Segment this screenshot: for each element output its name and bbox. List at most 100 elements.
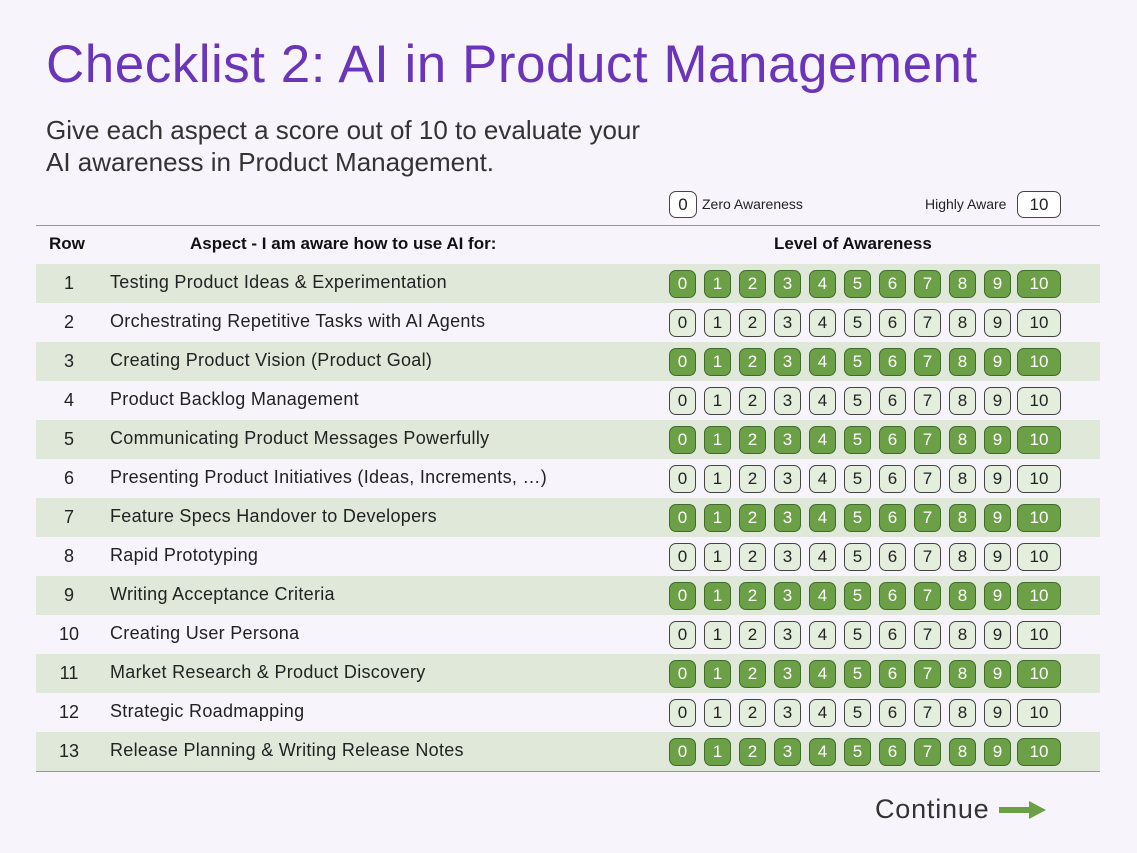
score-button-0[interactable]: 0	[669, 270, 696, 298]
score-button-6[interactable]: 6	[879, 660, 906, 688]
score-button-9[interactable]: 9	[984, 309, 1011, 337]
score-button-5[interactable]: 5	[844, 738, 871, 766]
score-button-5[interactable]: 5	[844, 270, 871, 298]
score-button-6[interactable]: 6	[879, 504, 906, 532]
score-button-8[interactable]: 8	[949, 699, 976, 727]
score-button-8[interactable]: 8	[949, 309, 976, 337]
score-button-1[interactable]: 1	[704, 738, 731, 766]
score-button-3[interactable]: 3	[774, 348, 801, 376]
score-button-4[interactable]: 4	[809, 426, 836, 454]
score-button-0[interactable]: 0	[669, 738, 696, 766]
score-button-1[interactable]: 1	[704, 504, 731, 532]
score-button-8[interactable]: 8	[949, 270, 976, 298]
score-button-5[interactable]: 5	[844, 699, 871, 727]
score-button-0[interactable]: 0	[669, 348, 696, 376]
score-button-8[interactable]: 8	[949, 621, 976, 649]
score-button-6[interactable]: 6	[879, 699, 906, 727]
score-button-5[interactable]: 5	[844, 582, 871, 610]
score-button-8[interactable]: 8	[949, 426, 976, 454]
score-button-2[interactable]: 2	[739, 504, 766, 532]
score-button-3[interactable]: 3	[774, 387, 801, 415]
score-button-7[interactable]: 7	[914, 426, 941, 454]
continue-button[interactable]: Continue	[875, 794, 1047, 825]
score-button-9[interactable]: 9	[984, 270, 1011, 298]
score-button-9[interactable]: 9	[984, 699, 1011, 727]
score-button-6[interactable]: 6	[879, 621, 906, 649]
score-button-3[interactable]: 3	[774, 426, 801, 454]
score-button-8[interactable]: 8	[949, 465, 976, 493]
score-button-5[interactable]: 5	[844, 309, 871, 337]
score-button-1[interactable]: 1	[704, 309, 731, 337]
score-button-10[interactable]: 10	[1017, 387, 1061, 415]
score-button-10[interactable]: 10	[1017, 504, 1061, 532]
score-button-2[interactable]: 2	[739, 660, 766, 688]
score-button-7[interactable]: 7	[914, 543, 941, 571]
score-button-1[interactable]: 1	[704, 426, 731, 454]
score-button-10[interactable]: 10	[1017, 426, 1061, 454]
score-button-8[interactable]: 8	[949, 738, 976, 766]
score-button-9[interactable]: 9	[984, 660, 1011, 688]
score-button-10[interactable]: 10	[1017, 621, 1061, 649]
score-button-6[interactable]: 6	[879, 348, 906, 376]
score-button-7[interactable]: 7	[914, 504, 941, 532]
score-button-8[interactable]: 8	[949, 543, 976, 571]
score-button-1[interactable]: 1	[704, 348, 731, 376]
score-button-10[interactable]: 10	[1017, 543, 1061, 571]
score-button-6[interactable]: 6	[879, 309, 906, 337]
score-button-5[interactable]: 5	[844, 465, 871, 493]
score-button-2[interactable]: 2	[739, 387, 766, 415]
score-button-4[interactable]: 4	[809, 660, 836, 688]
score-button-7[interactable]: 7	[914, 270, 941, 298]
score-button-2[interactable]: 2	[739, 270, 766, 298]
score-button-3[interactable]: 3	[774, 582, 801, 610]
score-button-5[interactable]: 5	[844, 426, 871, 454]
score-button-9[interactable]: 9	[984, 387, 1011, 415]
score-button-0[interactable]: 0	[669, 387, 696, 415]
score-button-2[interactable]: 2	[739, 309, 766, 337]
score-button-1[interactable]: 1	[704, 582, 731, 610]
score-button-0[interactable]: 0	[669, 543, 696, 571]
score-button-6[interactable]: 6	[879, 465, 906, 493]
score-button-1[interactable]: 1	[704, 699, 731, 727]
score-button-1[interactable]: 1	[704, 621, 731, 649]
score-button-2[interactable]: 2	[739, 738, 766, 766]
score-button-4[interactable]: 4	[809, 387, 836, 415]
score-button-0[interactable]: 0	[669, 699, 696, 727]
score-button-6[interactable]: 6	[879, 426, 906, 454]
score-button-6[interactable]: 6	[879, 582, 906, 610]
score-button-5[interactable]: 5	[844, 660, 871, 688]
score-button-0[interactable]: 0	[669, 621, 696, 649]
score-button-0[interactable]: 0	[669, 582, 696, 610]
score-button-9[interactable]: 9	[984, 543, 1011, 571]
score-button-0[interactable]: 0	[669, 465, 696, 493]
score-button-0[interactable]: 0	[669, 426, 696, 454]
score-button-2[interactable]: 2	[739, 543, 766, 571]
score-button-6[interactable]: 6	[879, 738, 906, 766]
score-button-6[interactable]: 6	[879, 270, 906, 298]
score-button-3[interactable]: 3	[774, 699, 801, 727]
score-button-2[interactable]: 2	[739, 426, 766, 454]
score-button-3[interactable]: 3	[774, 660, 801, 688]
score-button-7[interactable]: 7	[914, 387, 941, 415]
score-button-4[interactable]: 4	[809, 738, 836, 766]
score-button-9[interactable]: 9	[984, 621, 1011, 649]
score-button-2[interactable]: 2	[739, 348, 766, 376]
score-button-8[interactable]: 8	[949, 582, 976, 610]
score-button-4[interactable]: 4	[809, 465, 836, 493]
score-button-10[interactable]: 10	[1017, 582, 1061, 610]
score-button-5[interactable]: 5	[844, 348, 871, 376]
score-button-4[interactable]: 4	[809, 621, 836, 649]
score-button-5[interactable]: 5	[844, 504, 871, 532]
score-button-5[interactable]: 5	[844, 621, 871, 649]
score-button-8[interactable]: 8	[949, 387, 976, 415]
score-button-7[interactable]: 7	[914, 660, 941, 688]
score-button-9[interactable]: 9	[984, 465, 1011, 493]
score-button-9[interactable]: 9	[984, 504, 1011, 532]
score-button-8[interactable]: 8	[949, 348, 976, 376]
score-button-5[interactable]: 5	[844, 543, 871, 571]
score-button-10[interactable]: 10	[1017, 309, 1061, 337]
score-button-1[interactable]: 1	[704, 387, 731, 415]
score-button-1[interactable]: 1	[704, 543, 731, 571]
score-button-5[interactable]: 5	[844, 387, 871, 415]
score-button-9[interactable]: 9	[984, 426, 1011, 454]
